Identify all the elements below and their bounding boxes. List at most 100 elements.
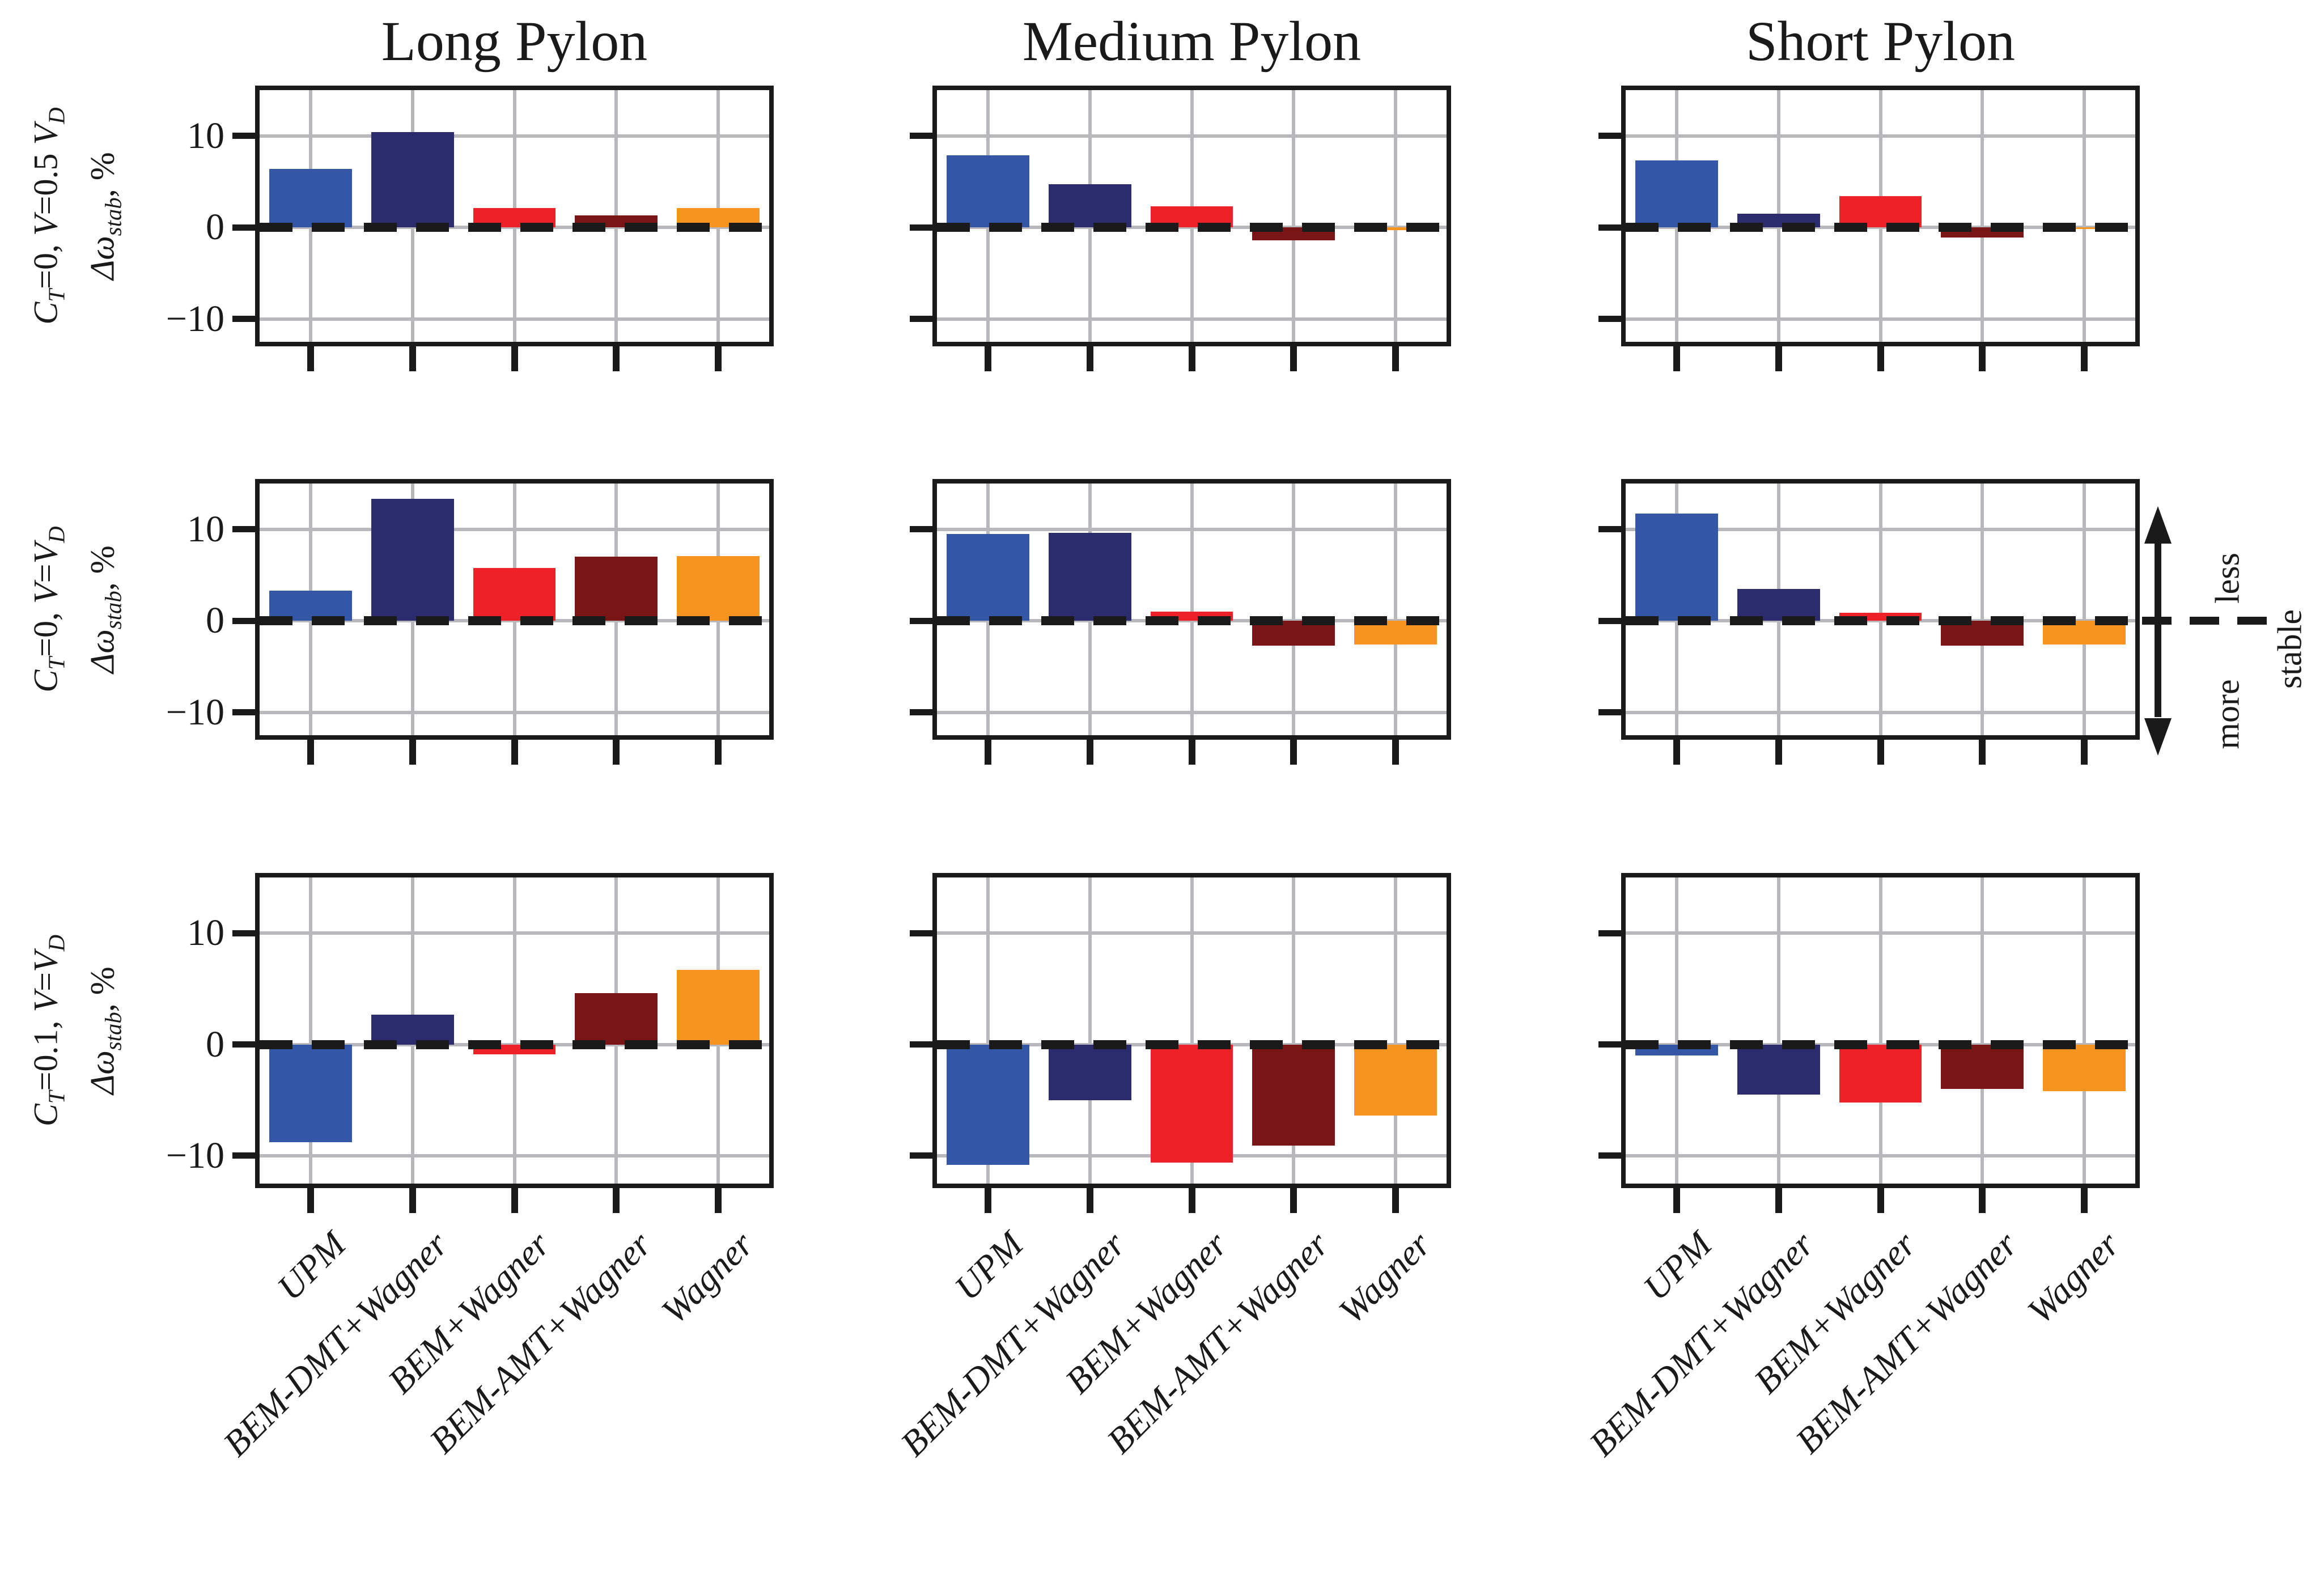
y-tick-mark (232, 224, 255, 231)
x-tick-mark (307, 346, 314, 371)
subplot-medium-pylon-r1 (932, 86, 1451, 346)
x-tick-mark (715, 1188, 722, 1213)
y-tick-label: 10 (187, 115, 224, 156)
row-condition-label-2: CT=0, V=VD (27, 526, 70, 693)
y-tick-label: 10 (187, 508, 224, 550)
annotation-less: less (2208, 553, 2246, 604)
y-tick-mark (910, 1152, 932, 1159)
gridline-horizontal (1626, 134, 2135, 138)
x-tick-mark (984, 740, 991, 765)
y-tick-mark (1598, 1041, 1621, 1048)
arrow-down-icon (2144, 718, 2172, 756)
bar-bem-amt-wagner (575, 557, 658, 621)
x-tick-mark (1979, 740, 1986, 765)
bar-bem-dmt-wagner (1737, 1044, 1820, 1095)
y-tick-label: −10 (166, 1134, 224, 1176)
subplot-medium-pylon-r3 (932, 873, 1451, 1188)
bar-upm (1635, 160, 1718, 228)
gridline-horizontal (937, 931, 1447, 935)
zero-reference-line (260, 223, 769, 232)
x-tick-mark (409, 1188, 416, 1213)
y-tick-label: 0 (206, 206, 224, 248)
bar-bem-wagner (473, 567, 556, 621)
y-tick-label: 0 (206, 1023, 224, 1065)
bar-bem-dmt-wagner (1048, 533, 1131, 621)
y-tick-mark (232, 617, 255, 624)
x-tick-mark (1188, 346, 1195, 371)
gridline-vertical (1088, 877, 1092, 1184)
bar-bem-dmt-wagner (1737, 588, 1820, 621)
x-tick-mark (2081, 1188, 2088, 1213)
x-tick-mark (1188, 740, 1195, 765)
y-tick-mark (1598, 224, 1621, 231)
column-title-short-pylon: Short Pylon (1745, 10, 2016, 73)
bar-bem-dmt-wagner (371, 1014, 454, 1045)
x-tick-mark (1290, 346, 1297, 371)
bar-bem-amt-wagner (575, 993, 658, 1045)
gridline-vertical (1878, 877, 1882, 1184)
x-tick-mark (409, 346, 416, 371)
y-tick-mark (1598, 133, 1621, 139)
y-tick-mark (910, 1041, 932, 1048)
zero-reference-line (1626, 1040, 2135, 1049)
gridline-vertical (1394, 484, 1398, 735)
gridline-vertical (1394, 877, 1398, 1184)
y-tick-label: −10 (166, 298, 224, 340)
annotation-stable: stable (2271, 609, 2309, 689)
gridline-vertical (512, 877, 516, 1184)
gridline-horizontal (1626, 317, 2135, 321)
x-tick-mark (613, 346, 620, 371)
bar-bem-dmt-wagner (1048, 1044, 1131, 1100)
bar-bem-wagner (1150, 1044, 1233, 1163)
y-tick-mark (232, 1152, 255, 1159)
double-arrow-icon (2155, 541, 2161, 718)
zero-reference-line (260, 616, 769, 626)
gridline-horizontal (1626, 710, 2135, 714)
y-tick-mark (232, 133, 255, 139)
subplot-long-pylon-r3 (255, 873, 774, 1188)
gridline-vertical (1292, 90, 1296, 342)
x-tick-mark (1673, 346, 1680, 371)
bar-bem-dmt-wagner (1048, 184, 1131, 228)
bar-wagner (1354, 1044, 1437, 1116)
y-tick-mark (232, 1041, 255, 1048)
x-tick-mark (1392, 740, 1400, 765)
column-title-medium-pylon: Medium Pylon (1022, 10, 1362, 73)
x-tick-mark (613, 1188, 620, 1213)
bar-upm (947, 1044, 1029, 1165)
x-tick-mark (511, 346, 518, 371)
x-tick-mark (1392, 1188, 1400, 1213)
x-tick-mark (409, 740, 416, 765)
bar-upm (1635, 514, 1718, 621)
x-tick-mark (1877, 740, 1884, 765)
x-tick-mark (1086, 740, 1093, 765)
y-tick-mark (232, 930, 255, 936)
y-tick-mark (910, 224, 932, 231)
subplot-short-pylon-r3 (1621, 873, 2140, 1188)
bar-bem-wagner (1839, 1044, 1922, 1103)
y-tick-mark (1598, 526, 1621, 533)
zero-reference-line (1626, 616, 2135, 626)
x-tick-mark (1290, 740, 1297, 765)
y-tick-mark (1598, 709, 1621, 716)
annotation-more: more (2208, 679, 2246, 749)
gridline-horizontal (1626, 1154, 2135, 1158)
gridline-vertical (308, 877, 312, 1184)
x-tick-mark (1086, 1188, 1093, 1213)
gridline-horizontal (937, 317, 1447, 321)
x-tick-mark (715, 346, 722, 371)
gridline-horizontal (1626, 527, 2135, 531)
x-tick-mark (1673, 740, 1680, 765)
bar-bem-amt-wagner (1252, 1044, 1335, 1146)
y-tick-mark (232, 709, 255, 716)
gridline-vertical (986, 877, 990, 1184)
x-tick-mark (511, 1188, 518, 1213)
y-tick-mark (232, 316, 255, 323)
column-title-long-pylon: Long Pylon (381, 10, 648, 73)
bar-upm (269, 590, 352, 621)
x-tick-mark (511, 740, 518, 765)
x-tick-mark (1673, 1188, 1680, 1213)
subplot-long-pylon-r2 (255, 479, 774, 740)
gridline-vertical (1292, 877, 1296, 1184)
